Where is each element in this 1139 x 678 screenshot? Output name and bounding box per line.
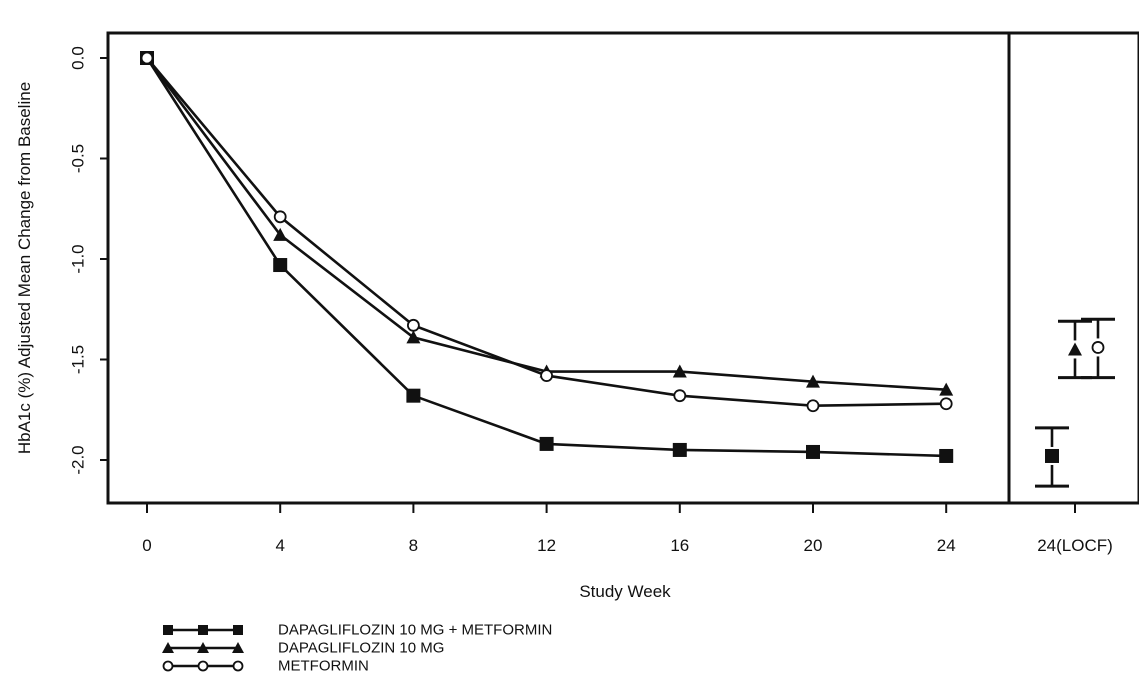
legend-item: DAPAGLIFLOZIN 10 MG xyxy=(162,640,444,657)
y-axis: 0.0 -0.5 -1.0 -1.5 -2.0 xyxy=(69,46,108,475)
x-axis-title: Study Week xyxy=(579,582,671,601)
legend-marker xyxy=(162,642,174,653)
plot-area-border xyxy=(106,31,1139,505)
legend-marker xyxy=(232,642,244,653)
x-axis: 0 4 8 12 16 20 24 24(LOCF) xyxy=(142,503,1113,555)
legend-marker xyxy=(163,625,173,635)
series-circle xyxy=(140,51,953,413)
locf-circle xyxy=(1081,317,1115,380)
data-point xyxy=(806,444,820,459)
x-tick-label: 16 xyxy=(670,536,689,555)
x-tick-label: 24 xyxy=(937,536,956,555)
y-tick-label: -1.5 xyxy=(69,345,88,374)
locf-square xyxy=(1035,426,1069,488)
y-axis-title: HbA1c (%) Adjusted Mean Change from Base… xyxy=(15,82,34,454)
locf-mean-point xyxy=(1091,341,1105,354)
data-point xyxy=(406,318,420,332)
x-tick-label: 12 xyxy=(537,536,556,555)
data-point xyxy=(273,227,288,241)
legend-marker xyxy=(197,642,209,653)
data-point xyxy=(939,382,954,396)
series-line xyxy=(145,57,947,391)
data-point xyxy=(406,388,421,403)
legend: DAPAGLIFLOZIN 10 MG + METFORMINDAPAGLIFL… xyxy=(162,622,552,675)
data-point xyxy=(672,364,687,378)
series-line xyxy=(146,57,947,408)
data-point xyxy=(673,389,687,403)
plot-frame xyxy=(106,31,1139,505)
data-point xyxy=(672,442,687,457)
legend-marker xyxy=(233,625,243,635)
locf-mean-point xyxy=(1068,342,1082,356)
legend-item: DAPAGLIFLOZIN 10 MG + METFORMIN xyxy=(163,622,552,639)
legend-label: METFORMIN xyxy=(278,658,369,675)
legend-marker xyxy=(232,660,244,672)
y-tick-label: 0.0 xyxy=(69,46,88,70)
legend-label: DAPAGLIFLOZIN 10 MG + METFORMIN xyxy=(278,622,552,639)
data-point xyxy=(806,374,820,388)
series-square xyxy=(140,51,954,463)
data-point xyxy=(273,210,287,224)
y-tick-label: -1.0 xyxy=(69,244,88,273)
x-tick-label: 4 xyxy=(275,536,284,555)
series-line xyxy=(145,57,947,458)
y-tick-label: -0.5 xyxy=(69,144,88,173)
legend-marker xyxy=(162,660,174,672)
series-triangle xyxy=(140,51,954,396)
legend-marker xyxy=(198,625,208,635)
locf-mean-point xyxy=(1045,448,1059,463)
legend-marker xyxy=(197,660,209,672)
x-tick-label: 8 xyxy=(409,536,418,555)
x-tick-label-locf: 24(LOCF) xyxy=(1037,536,1113,555)
data-point xyxy=(540,369,553,382)
locf-layer xyxy=(1035,317,1115,488)
legend-label: DAPAGLIFLOZIN 10 MG xyxy=(278,640,444,657)
data-point xyxy=(806,399,820,413)
x-tick-label: 20 xyxy=(804,536,823,555)
data-point xyxy=(539,436,554,451)
data-point xyxy=(273,258,288,273)
y-tick-label: -2.0 xyxy=(69,445,88,474)
data-point xyxy=(406,330,421,344)
x-tick-label: 0 xyxy=(142,536,151,555)
data-point xyxy=(939,397,953,411)
locf-triangle xyxy=(1058,319,1092,380)
legend-item: METFORMIN xyxy=(162,658,369,675)
data-point xyxy=(140,51,154,65)
data-point xyxy=(939,448,954,463)
series-layer xyxy=(140,51,954,463)
